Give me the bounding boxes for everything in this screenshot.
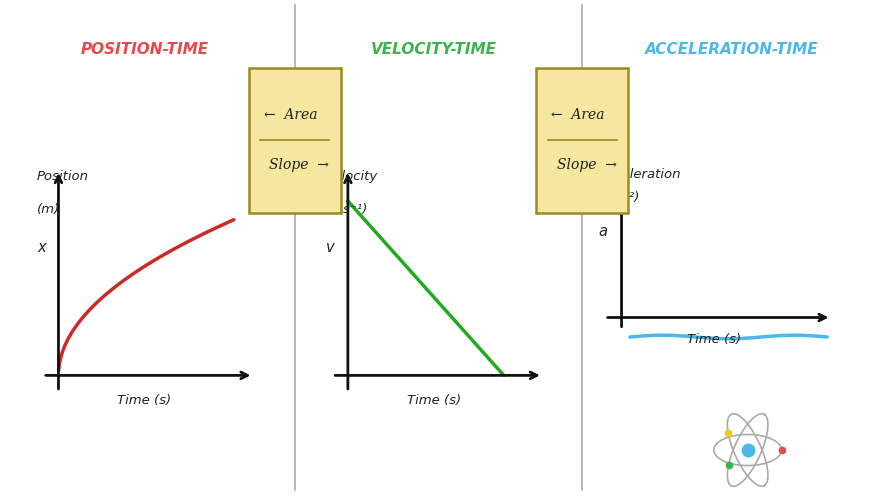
Text: v: v [326,240,335,255]
Text: Position: Position [37,170,89,183]
Text: (ms⁻²): (ms⁻²) [598,192,641,204]
Text: VELOCITY-TIME: VELOCITY-TIME [371,42,497,58]
Text: Velocity: Velocity [326,170,379,183]
Text: Slope  →: Slope → [557,158,617,172]
Text: (m): (m) [37,203,61,216]
Text: Acceleration: Acceleration [598,168,681,180]
Text: ACCELERATION-TIME: ACCELERATION-TIME [645,42,819,58]
Text: Time (s): Time (s) [118,394,171,407]
Text: Slope  →: Slope → [269,158,329,172]
Text: Time (s): Time (s) [407,394,460,407]
Text: a: a [598,224,608,240]
Text: x: x [37,240,46,255]
Text: ←  Area: ← Area [263,108,317,122]
Text: POSITION-TIME: POSITION-TIME [81,42,209,58]
Text: Time (s): Time (s) [687,332,741,345]
Text: ←  Area: ← Area [551,108,605,122]
Text: (ms⁻¹): (ms⁻¹) [326,203,369,216]
